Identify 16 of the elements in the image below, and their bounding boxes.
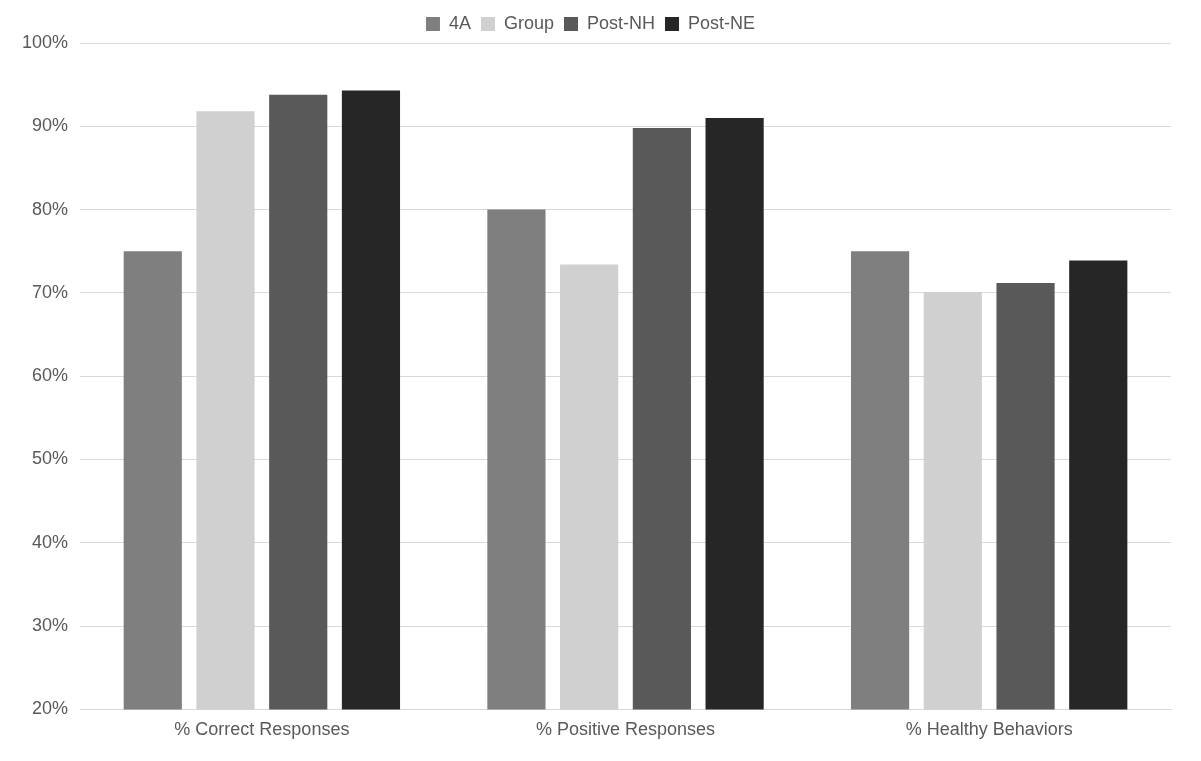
x-tick-label: % Healthy Behaviors	[905, 719, 1073, 740]
y-tick-label: 70%	[32, 281, 69, 302]
x-tick-label: % Positive Responses	[535, 719, 716, 740]
y-tick-label: 40%	[32, 531, 69, 552]
y-tick-label: 50%	[32, 448, 69, 469]
y-tick-label: 80%	[32, 198, 69, 219]
legend-label: Post-NE	[688, 12, 756, 33]
y-tick-label: 100%	[21, 31, 69, 52]
y-tick-label: 20%	[32, 698, 69, 719]
y-tick-label: 90%	[32, 115, 69, 136]
legend-label: 4A	[448, 12, 471, 33]
legend-label: Post-NH	[587, 12, 656, 33]
legend-label: Group	[503, 12, 555, 33]
y-tick-label: 60%	[32, 365, 69, 386]
x-tick-label: % Correct Responses	[174, 719, 350, 740]
y-tick-label: 30%	[32, 615, 69, 636]
